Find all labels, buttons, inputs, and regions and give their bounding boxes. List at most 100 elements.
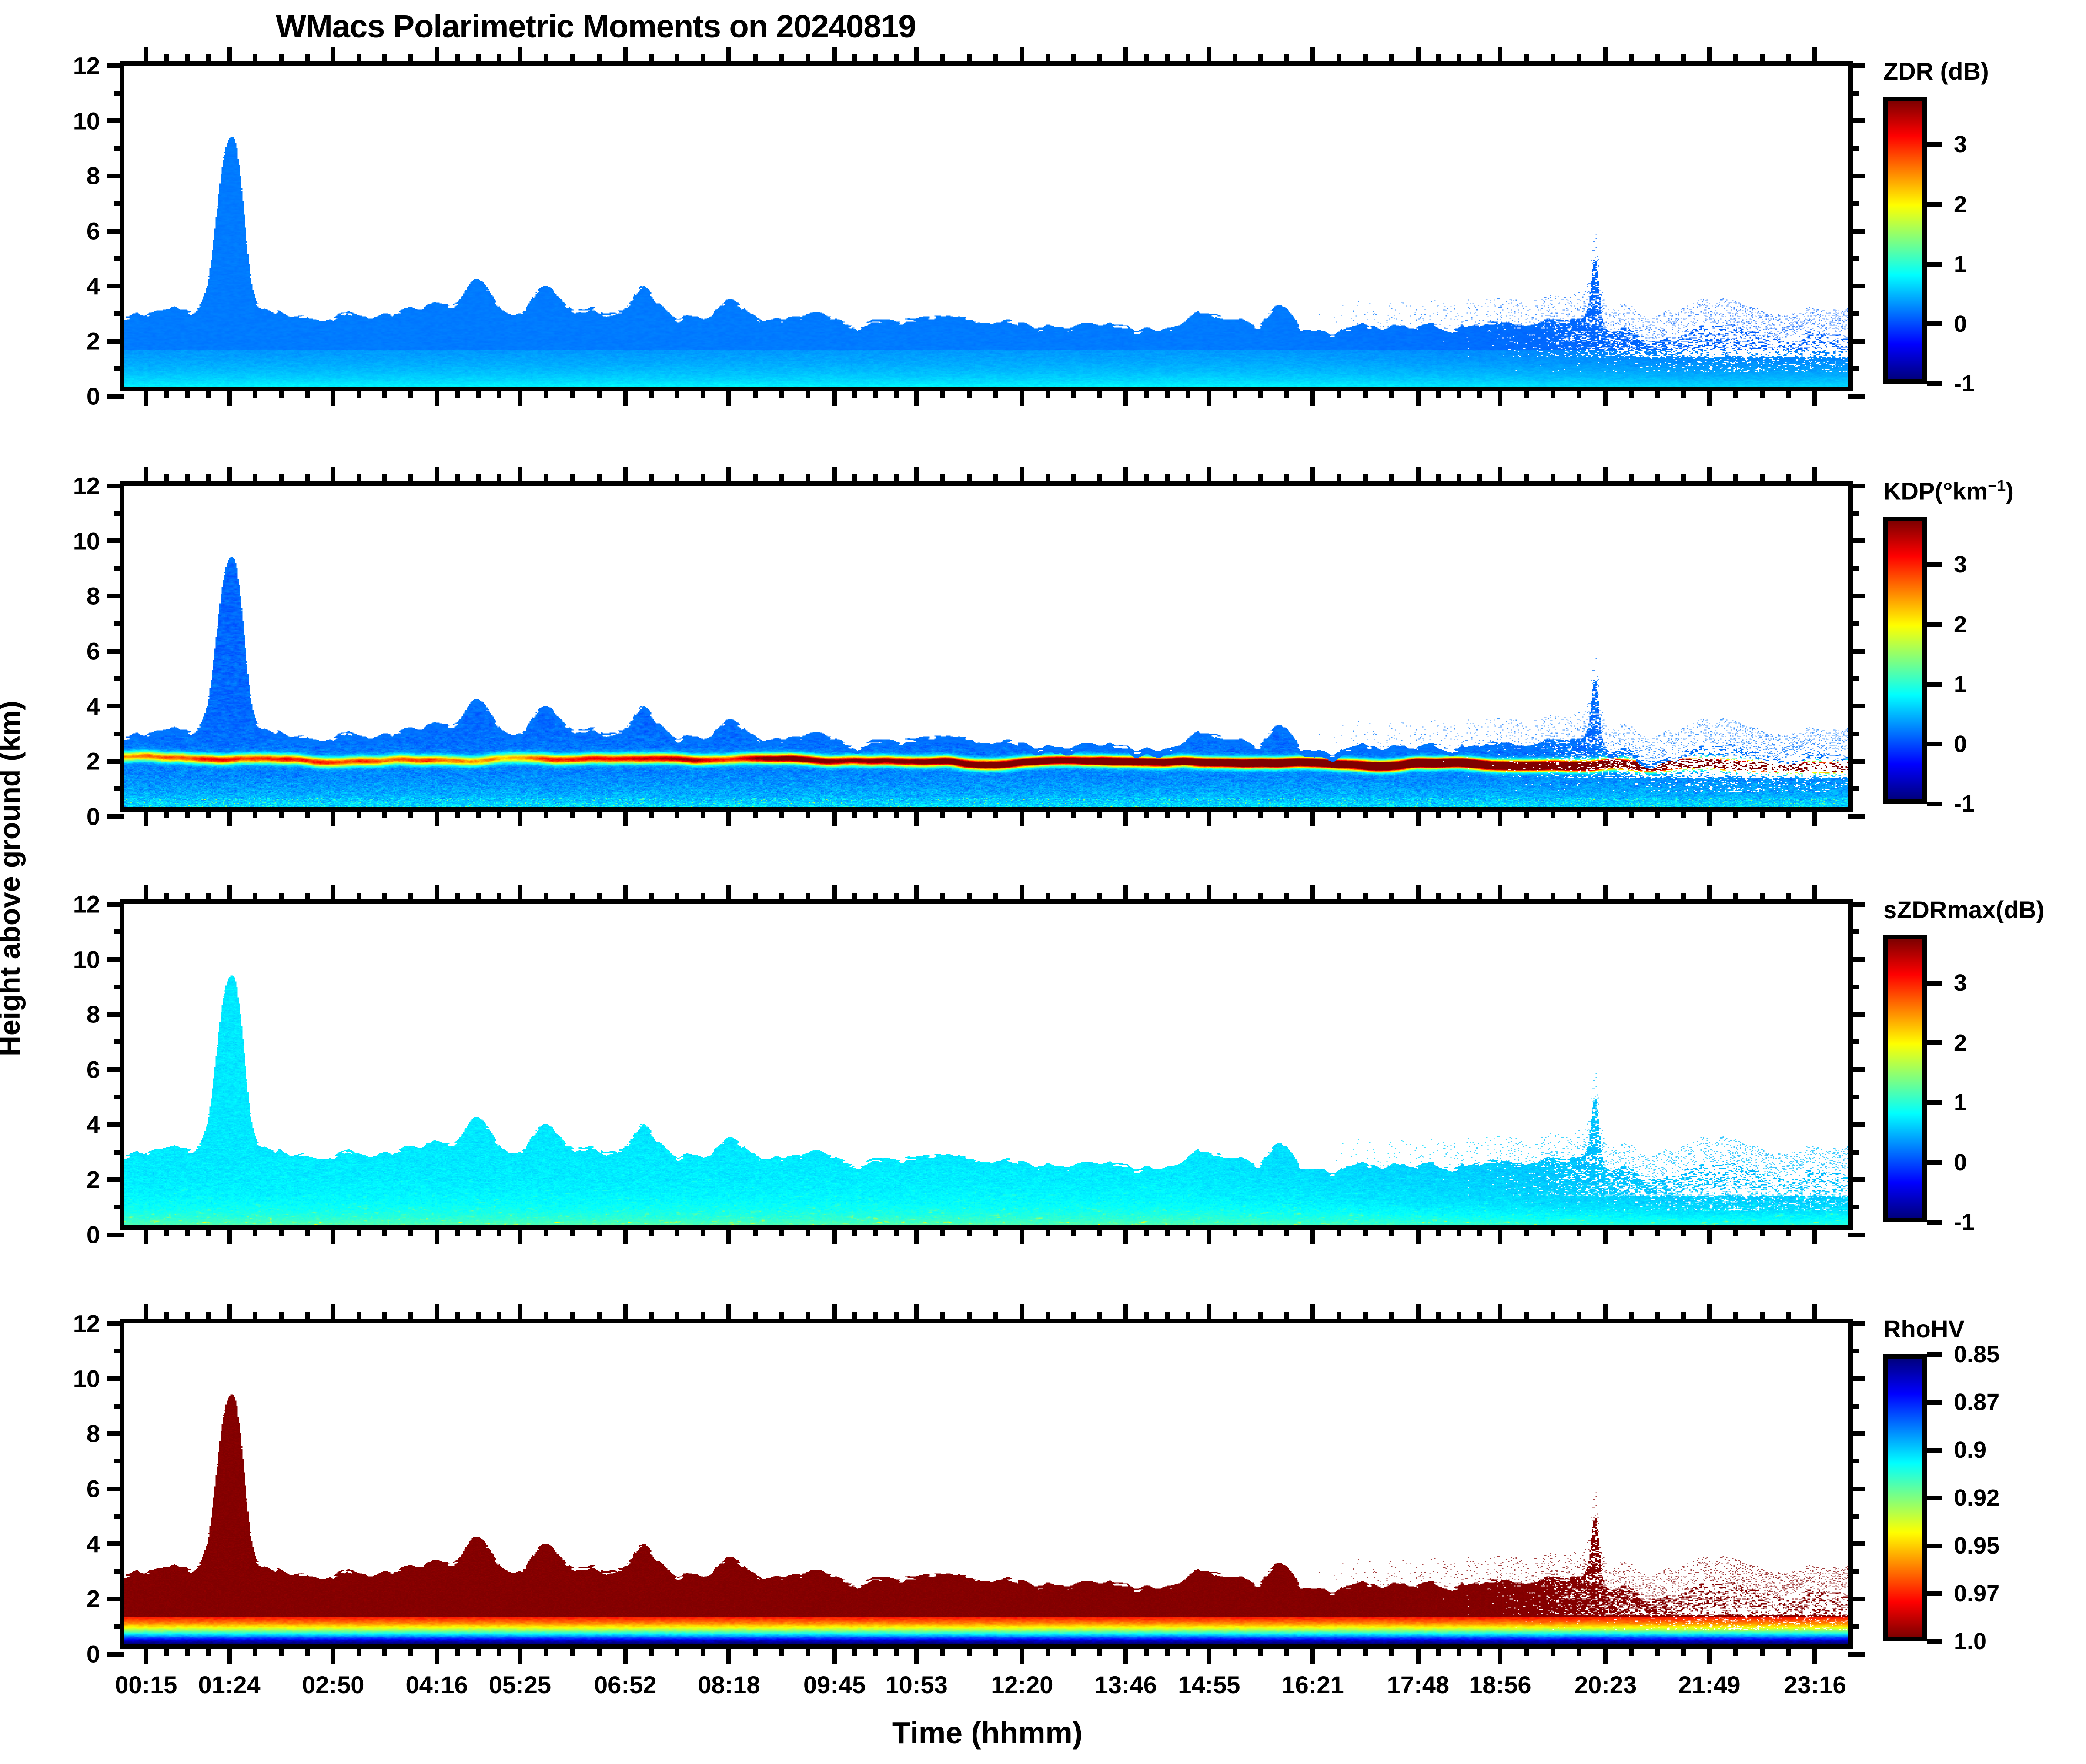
y-tick-label: 12 bbox=[73, 472, 100, 500]
x-tick-major bbox=[517, 47, 522, 66]
y-tick-major bbox=[1848, 1596, 1865, 1601]
x-tick-minor bbox=[1577, 387, 1582, 398]
y-tick-minor bbox=[114, 984, 124, 989]
x-tick-major bbox=[1707, 1225, 1712, 1244]
x-tick-minor bbox=[304, 54, 310, 66]
heatmap-kdp bbox=[124, 486, 1848, 807]
y-tick-major bbox=[1848, 1376, 1865, 1381]
y-tick-major bbox=[107, 957, 124, 962]
x-tick-major bbox=[1603, 387, 1608, 406]
y-tick-minor bbox=[1848, 1149, 1859, 1155]
y-tick-major bbox=[1848, 758, 1865, 764]
y-tick-major bbox=[107, 1431, 124, 1436]
x-tick-minor bbox=[1097, 1644, 1103, 1656]
x-tick-minor bbox=[1655, 1644, 1660, 1656]
x-tick-minor bbox=[1577, 1644, 1582, 1656]
x-tick-minor bbox=[1786, 893, 1791, 904]
x-tick-minor bbox=[476, 474, 481, 486]
y-tick-major bbox=[1848, 394, 1865, 399]
x-tick-major bbox=[144, 47, 149, 66]
colorbar-title-szdrmax: sZDRmax(dB) bbox=[1883, 896, 2045, 923]
x-tick-major bbox=[331, 807, 336, 826]
x-tick-minor bbox=[476, 387, 481, 398]
y-tick-minor bbox=[1848, 1624, 1859, 1629]
colorbar-tick bbox=[1927, 321, 1942, 326]
x-tick-minor bbox=[1258, 893, 1264, 904]
y-tick-minor bbox=[114, 366, 124, 371]
x-tick-minor bbox=[1337, 387, 1342, 398]
y-tick-minor bbox=[114, 146, 124, 151]
x-tick-minor bbox=[1477, 54, 1482, 66]
y-tick-major bbox=[1848, 338, 1865, 344]
x-tick-minor bbox=[873, 474, 878, 486]
colorbar-gradient-szdrmax bbox=[1883, 935, 1927, 1222]
y-tick-minor bbox=[1848, 1039, 1859, 1045]
x-tick-major bbox=[227, 1225, 232, 1244]
x-axis-title: Time (hhmm) bbox=[892, 1716, 1083, 1750]
x-tick-minor bbox=[356, 807, 361, 818]
x-tick-major bbox=[1603, 1304, 1608, 1323]
colorbar-tick bbox=[1927, 1495, 1942, 1500]
x-tick-minor bbox=[1436, 893, 1441, 904]
x-tick-minor bbox=[253, 807, 258, 818]
x-tick-minor bbox=[1477, 387, 1482, 398]
x-tick-major bbox=[914, 467, 919, 486]
x-tick-minor bbox=[1629, 54, 1634, 66]
x-tick-major bbox=[1020, 47, 1025, 66]
x-tick-minor bbox=[1436, 1225, 1441, 1236]
x-tick-minor bbox=[1097, 474, 1103, 486]
x-tick-major bbox=[1310, 885, 1315, 904]
y-tick-label: 2 bbox=[86, 747, 100, 775]
y-tick-major bbox=[107, 1067, 124, 1072]
y-tick-minor bbox=[114, 1459, 124, 1464]
x-tick-minor bbox=[185, 807, 190, 818]
x-tick-major bbox=[1603, 807, 1608, 826]
x-tick-minor bbox=[1524, 54, 1529, 66]
x-tick-major bbox=[1707, 1304, 1712, 1323]
x-tick-minor bbox=[649, 474, 654, 486]
y-tick-major bbox=[1848, 1651, 1865, 1657]
x-tick-minor bbox=[382, 1644, 388, 1656]
y-tick-minor bbox=[1848, 984, 1859, 989]
x-tick-minor bbox=[993, 1225, 998, 1236]
x-tick-major bbox=[227, 807, 232, 826]
x-tick-minor bbox=[852, 807, 858, 818]
x-tick-minor bbox=[1733, 893, 1738, 904]
y-tick-major bbox=[107, 1486, 124, 1491]
y-tick-major bbox=[107, 1122, 124, 1127]
x-tick-minor bbox=[1284, 387, 1290, 398]
x-tick-minor bbox=[700, 1225, 705, 1236]
y-tick-label: 6 bbox=[86, 217, 100, 245]
colorbar-gradient-kdp bbox=[1883, 517, 1927, 804]
x-tick-minor bbox=[1477, 807, 1482, 818]
x-tick-minor bbox=[382, 893, 388, 904]
colorbar-tick bbox=[1927, 1040, 1942, 1045]
x-tick-minor bbox=[185, 893, 190, 904]
x-tick-major bbox=[1207, 47, 1212, 66]
x-tick-minor bbox=[570, 1312, 575, 1323]
x-tick-minor bbox=[700, 893, 705, 904]
x-tick-major bbox=[517, 1225, 522, 1244]
x-tick-minor bbox=[1232, 1312, 1237, 1323]
x-tick-minor bbox=[544, 893, 549, 904]
x-tick-minor bbox=[1786, 1644, 1791, 1656]
x-tick-minor bbox=[185, 474, 190, 486]
x-tick-minor bbox=[185, 1225, 190, 1236]
x-tick-minor bbox=[1389, 1312, 1394, 1323]
colorbar-tick-label: 0 bbox=[1954, 311, 1967, 337]
x-tick-major bbox=[914, 1644, 919, 1664]
y-tick-minor bbox=[114, 201, 124, 206]
colorbar-canvas-szdrmax bbox=[1888, 939, 1922, 1218]
y-tick-major bbox=[1848, 538, 1865, 544]
x-tick-major bbox=[227, 387, 232, 406]
x-tick-minor bbox=[1629, 1312, 1634, 1323]
y-tick-label: 8 bbox=[86, 1420, 100, 1447]
x-tick-minor bbox=[1681, 893, 1686, 904]
x-tick-minor bbox=[455, 1312, 460, 1323]
x-tick-major bbox=[1310, 1225, 1315, 1244]
y-tick-label: 10 bbox=[73, 527, 100, 555]
x-tick-minor bbox=[1733, 807, 1738, 818]
x-tick-minor bbox=[1144, 54, 1149, 66]
x-tick-major bbox=[832, 1644, 837, 1664]
y-tick-minor bbox=[1848, 566, 1859, 571]
